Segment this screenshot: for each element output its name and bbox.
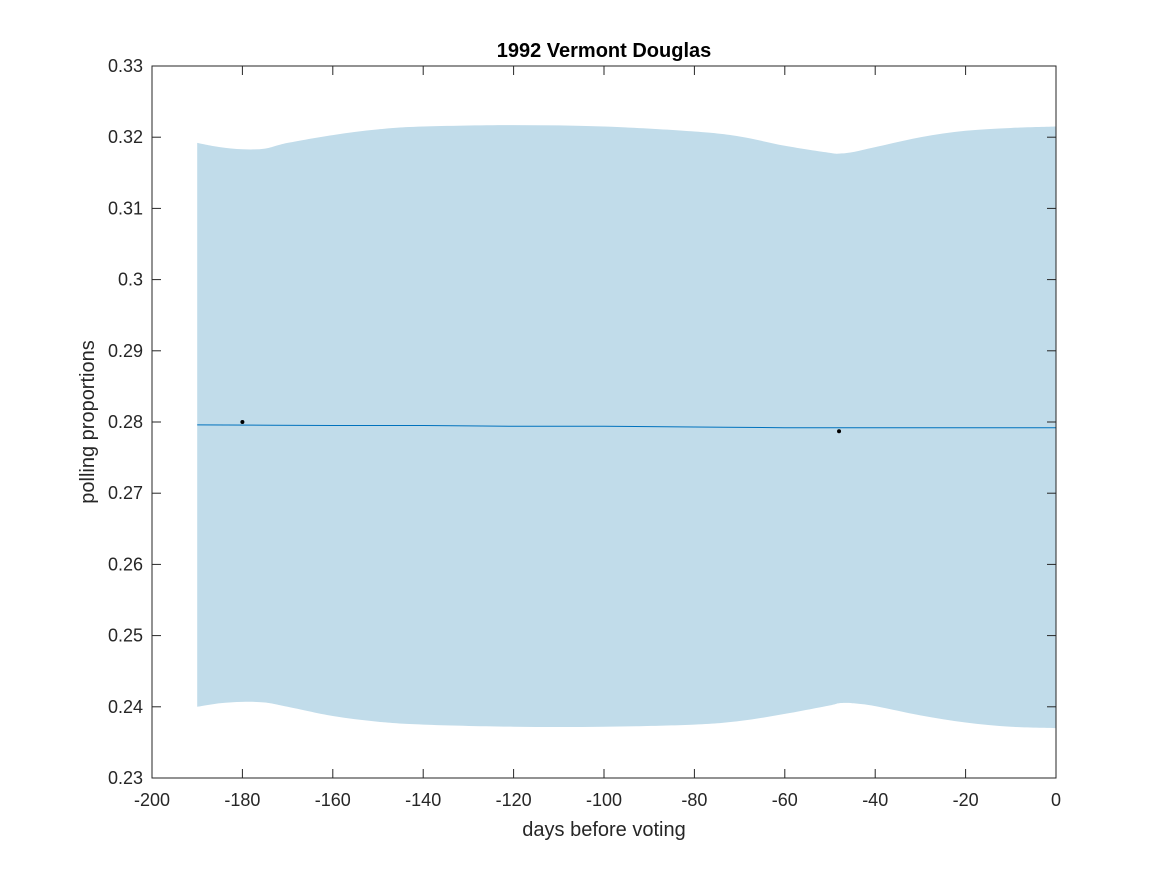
y-tick-label: 0.32 [108,127,143,147]
x-tick-label: -160 [315,790,351,810]
x-tick-label: -60 [772,790,798,810]
y-tick-label: 0.27 [108,483,143,503]
y-tick-label: 0.26 [108,554,143,574]
y-tick-label: 0.25 [108,626,143,646]
x-tick-label: 0 [1051,790,1061,810]
x-tick-label: -80 [681,790,707,810]
x-tick-label: -40 [862,790,888,810]
y-tick-label: 0.28 [108,412,143,432]
series-line-layer [197,424,1056,429]
poll-point [837,429,842,434]
x-tick-label: -100 [586,790,622,810]
poll-point [240,420,245,424]
x-axis-label: days before voting [522,819,685,841]
x-tick-label: -140 [405,790,441,810]
series-line [197,424,1056,429]
y-tick-label: 0.23 [108,768,143,788]
y-axis-ticks: 0.23 0.24 0.25 0.26 0.27 0.28 0.29 0.3 0.31 0.32 0… [108,56,1056,788]
x-tick-label: -20 [953,790,979,810]
y-tick-label: 0.31 [108,198,143,218]
y-axis-label: polling proportions [77,340,99,503]
x-axis-ticks: -200 -180 -160 -140 -120 -100 -80 -60 -40 -20 0 [134,66,1061,810]
y-tick-label: 0.29 [108,341,143,361]
y-tick-label: 0.33 [108,56,143,76]
poll-points-layer [240,420,842,434]
x-tick-label: -200 [134,790,170,810]
y-tick-label: 0.24 [108,697,143,717]
x-tick-label: -180 [224,790,260,810]
x-tick-label: -120 [496,790,532,810]
chart-title: 1992 Vermont Douglas [497,40,712,62]
y-tick-label: 0.3 [118,270,143,290]
